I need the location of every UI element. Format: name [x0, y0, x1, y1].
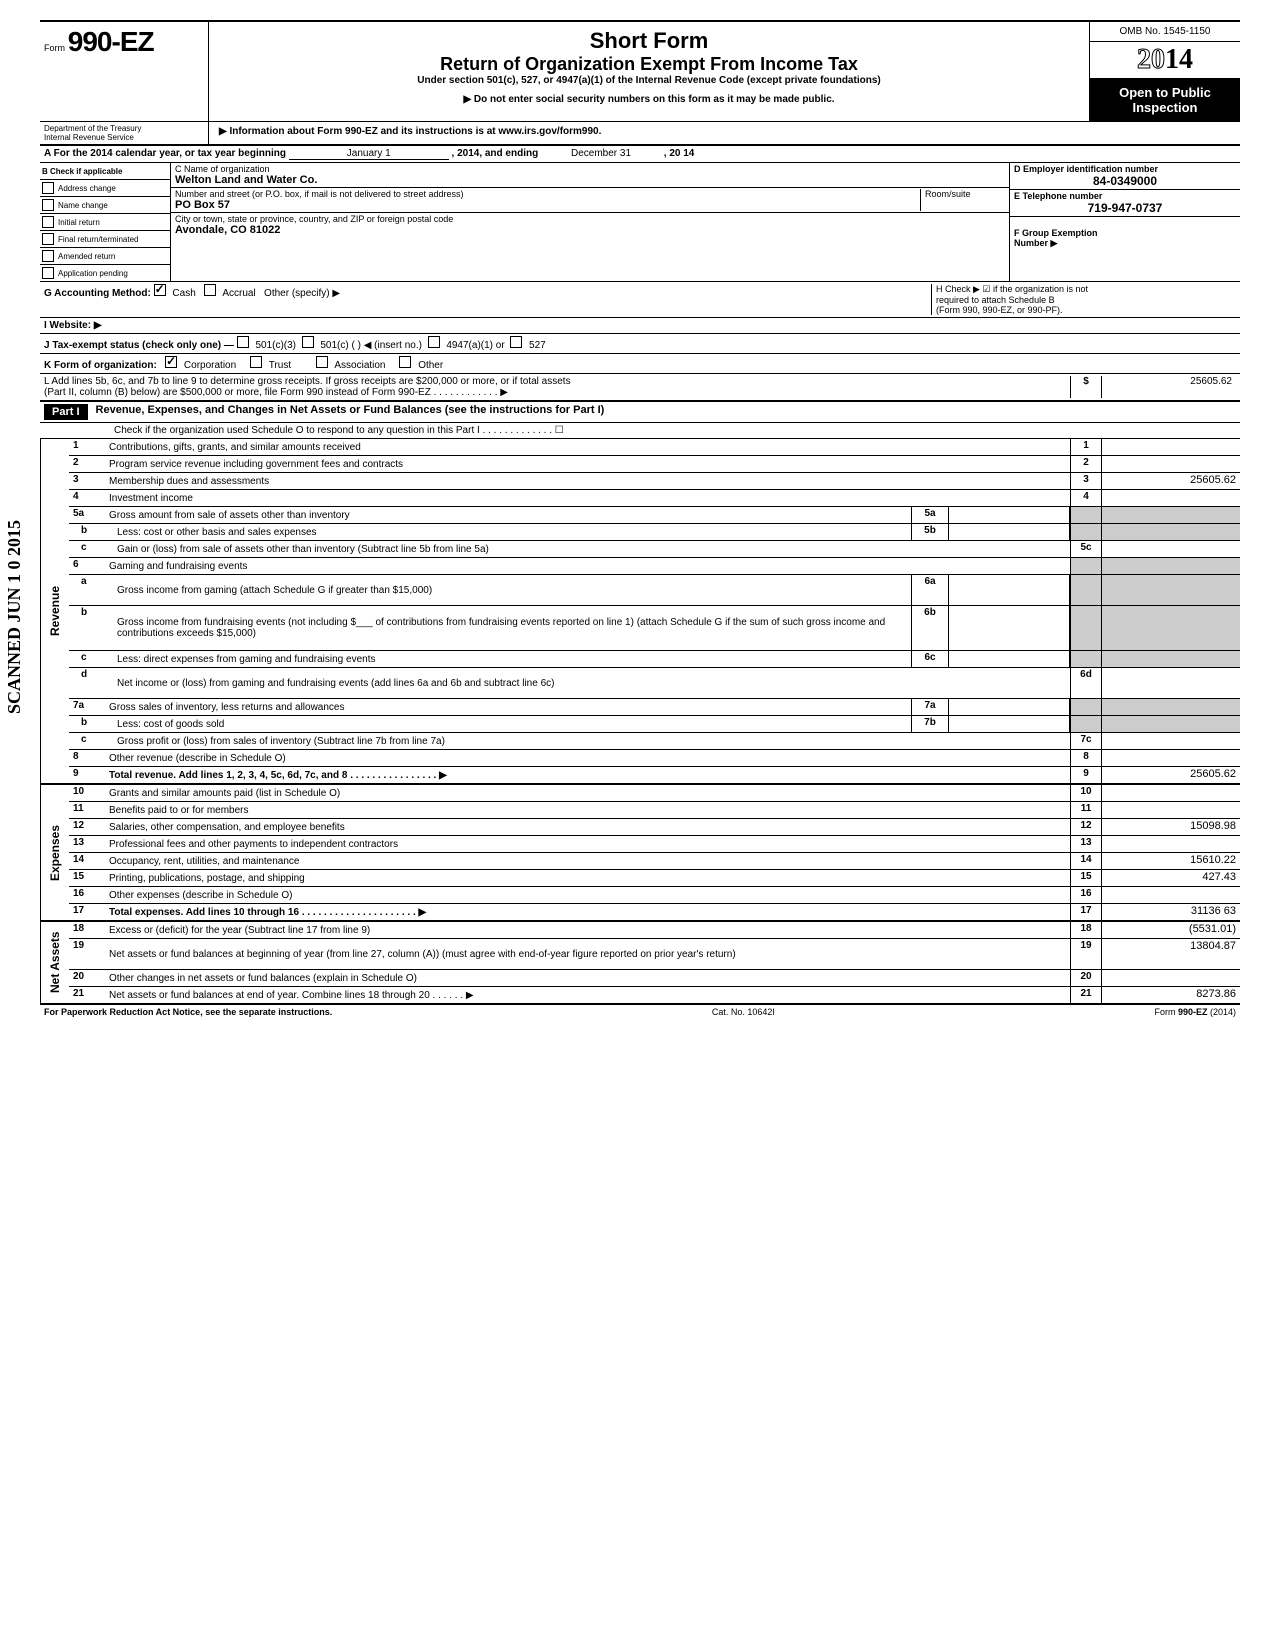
line-14: 14Occupancy, rent, utilities, and mainte… [69, 853, 1240, 870]
line-18: 18Excess or (deficit) for the year (Subt… [69, 922, 1240, 939]
cb-other-org[interactable] [399, 356, 411, 368]
line-a: A For the 2014 calendar year, or tax yea… [40, 146, 1240, 163]
revenue-section: Revenue 1Contributions, gifts, grants, a… [40, 439, 1240, 785]
line-4: 4Investment income 4 [69, 490, 1240, 507]
line-6b: bGross income from fundraising events (n… [69, 606, 1240, 651]
c-name-row: C Name of organization Welton Land and W… [171, 163, 1009, 188]
open-public: Open to Public Inspection [1090, 79, 1240, 121]
org-street: PO Box 57 [175, 199, 920, 211]
title-box: Short Form Return of Organization Exempt… [209, 22, 1089, 121]
line-15: 15Printing, publications, postage, and s… [69, 870, 1240, 887]
omb-number: OMB No. 1545-1150 [1090, 22, 1240, 42]
cb-application-pending[interactable]: Application pending [40, 265, 170, 281]
line-17: 17Total expenses. Add lines 10 through 1… [69, 904, 1240, 920]
title-under: Under section 501(c), 527, or 4947(a)(1)… [219, 75, 1079, 86]
line-20: 20Other changes in net assets or fund ba… [69, 970, 1240, 987]
line-1: 1Contributions, gifts, grants, and simil… [69, 439, 1240, 456]
line-10: 10Grants and similar amounts paid (list … [69, 785, 1240, 802]
warning-text: ▶ Do not enter social security numbers o… [219, 94, 1079, 105]
line-6d: dNet income or (loss) from gaming and fu… [69, 668, 1240, 699]
d-ein: D Employer identification number 84-0349… [1010, 163, 1240, 190]
cb-association[interactable] [316, 356, 328, 368]
part1-title: Revenue, Expenses, and Changes in Net As… [88, 404, 605, 420]
part1-header: Part I Revenue, Expenses, and Changes in… [40, 402, 1240, 423]
line-6: 6Gaming and fundraising events [69, 558, 1240, 575]
cb-address-change[interactable]: Address change [40, 180, 170, 197]
net-assets-section: Net Assets 18Excess or (deficit) for the… [40, 922, 1240, 1005]
footer-right: Form 990-EZ (2014) [1154, 1007, 1236, 1017]
expenses-section: Expenses 10Grants and similar amounts pa… [40, 785, 1240, 922]
line-8: 8Other revenue (describe in Schedule O) … [69, 750, 1240, 767]
line-5a: 5aGross amount from sale of assets other… [69, 507, 1240, 524]
form-number: 990-EZ [68, 26, 154, 57]
line-6c: cLess: direct expenses from gaming and f… [69, 651, 1240, 668]
tax-year: 2014 [1090, 42, 1240, 79]
line-5c: cGain or (loss) from sale of assets othe… [69, 541, 1240, 558]
cb-trust[interactable] [250, 356, 262, 368]
col-b: B Check if applicable Address change Nam… [40, 163, 171, 281]
instructions-link: ▶ Information about Form 990-EZ and its … [209, 122, 1240, 144]
cb-527[interactable] [510, 336, 522, 348]
title-main: Short Form [219, 28, 1079, 54]
dept-label: Department of the Treasury Internal Reve… [40, 122, 209, 144]
row-l: L Add lines 5b, 6c, and 7b to line 9 to … [40, 374, 1240, 402]
d-phone: E Telephone number 719-947-0737 [1010, 190, 1240, 217]
line-11: 11Benefits paid to or for members 11 [69, 802, 1240, 819]
line-21: 21Net assets or fund balances at end of … [69, 987, 1240, 1003]
col-d: D Employer identification number 84-0349… [1010, 163, 1240, 281]
row-k: K Form of organization: Corporation Trus… [40, 354, 1240, 374]
cb-accrual[interactable] [204, 284, 216, 296]
cb-initial-return[interactable]: Initial return [40, 214, 170, 231]
part1-check-o: Check if the organization used Schedule … [40, 423, 1240, 439]
footer-mid: Cat. No. 10642I [712, 1007, 775, 1017]
footer-left: For Paperwork Reduction Act Notice, see … [44, 1007, 332, 1017]
expenses-label: Expenses [40, 785, 69, 920]
cb-cash[interactable] [154, 284, 166, 296]
line-2: 2Program service revenue including gover… [69, 456, 1240, 473]
title-sub: Return of Organization Exempt From Incom… [219, 54, 1079, 75]
section-bcd: B Check if applicable Address change Nam… [40, 163, 1240, 282]
org-city: Avondale, CO 81022 [175, 224, 1005, 236]
cb-4947[interactable] [428, 336, 440, 348]
c-street-row: Number and street (or P.O. box, if mail … [171, 188, 1009, 213]
b-header: B Check if applicable [40, 163, 170, 180]
col-c: C Name of organization Welton Land and W… [171, 163, 1010, 281]
row-g: G Accounting Method: Cash Accrual Other … [40, 282, 1240, 318]
line-3: 3Membership dues and assessments 325605.… [69, 473, 1240, 490]
line-16: 16Other expenses (describe in Schedule O… [69, 887, 1240, 904]
line-7b: bLess: cost of goods sold 7b [69, 716, 1240, 733]
cb-corporation[interactable] [165, 356, 177, 368]
cb-name-change[interactable]: Name change [40, 197, 170, 214]
row-i: I Website: ▶ [40, 318, 1240, 334]
omb-box: OMB No. 1545-1150 2014 Open to Public In… [1089, 22, 1240, 121]
form-number-box: Form 990-EZ [40, 22, 209, 121]
line-5b: bLess: cost or other basis and sales exp… [69, 524, 1240, 541]
row-j: J Tax-exempt status (check only one) — 5… [40, 334, 1240, 354]
line-7c: cGross profit or (loss) from sales of in… [69, 733, 1240, 750]
org-name: Welton Land and Water Co. [175, 174, 1005, 186]
cb-501c[interactable] [302, 336, 314, 348]
line-7a: 7aGross sales of inventory, less returns… [69, 699, 1240, 716]
form-prefix: Form [44, 43, 65, 53]
footer: For Paperwork Reduction Act Notice, see … [40, 1005, 1240, 1019]
cb-501c3[interactable] [237, 336, 249, 348]
gross-receipts: 25605.62 [1101, 376, 1236, 398]
row-h: H Check ▶ ☑ if the organization is not r… [931, 284, 1236, 315]
d-group: F Group Exemption Number ▶ [1010, 217, 1240, 250]
line-13: 13Professional fees and other payments t… [69, 836, 1240, 853]
scanned-stamp: SCANNED JUN 1 0 2015 [4, 520, 25, 714]
cb-final-return[interactable]: Final return/terminated [40, 231, 170, 248]
line-12: 12Salaries, other compensation, and empl… [69, 819, 1240, 836]
form-header: Form 990-EZ Short Form Return of Organiz… [40, 20, 1240, 122]
cb-amended-return[interactable]: Amended return [40, 248, 170, 265]
part1-label: Part I [44, 404, 88, 420]
line-19: 19Net assets or fund balances at beginni… [69, 939, 1240, 970]
line-6a: aGross income from gaming (attach Schedu… [69, 575, 1240, 606]
net-assets-label: Net Assets [40, 922, 69, 1003]
revenue-label: Revenue [40, 439, 69, 783]
room-suite: Room/suite [920, 189, 1005, 211]
dept-row: Department of the Treasury Internal Reve… [40, 122, 1240, 146]
line-9: 9Total revenue. Add lines 1, 2, 3, 4, 5c… [69, 767, 1240, 783]
c-city-row: City or town, state or province, country… [171, 213, 1009, 237]
